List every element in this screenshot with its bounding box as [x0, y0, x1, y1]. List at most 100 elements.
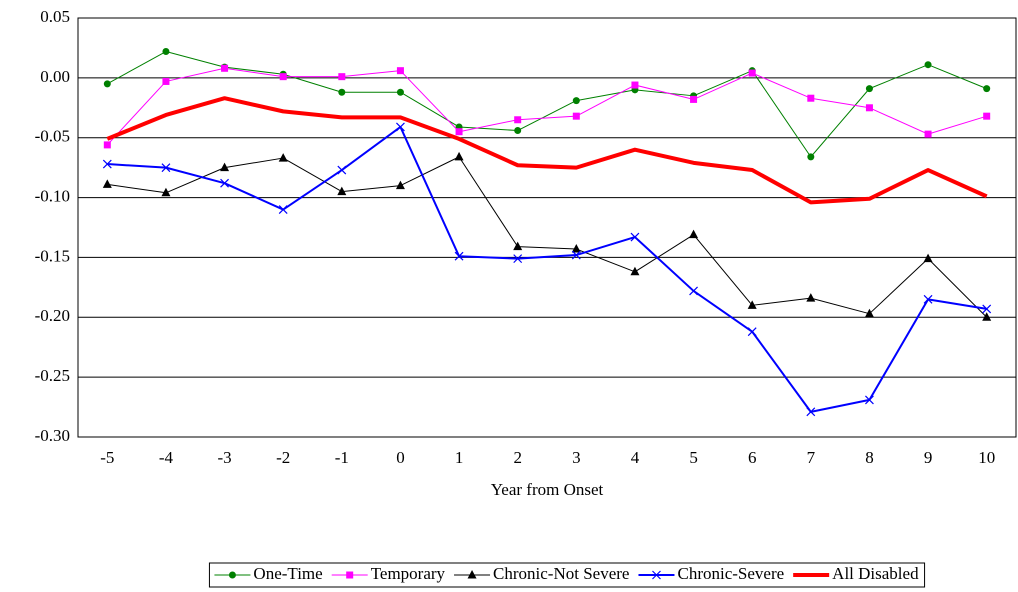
legend-label: Chronic-Severe — [677, 564, 784, 583]
x-tick-label: -1 — [335, 448, 349, 467]
point — [571, 250, 581, 260]
point — [747, 300, 757, 309]
series-line — [107, 125, 987, 413]
point — [513, 241, 523, 251]
x-tick-label: 7 — [807, 448, 816, 467]
point — [924, 61, 932, 69]
point — [572, 97, 580, 105]
point — [103, 80, 111, 88]
point — [395, 180, 405, 190]
y-tick-label: 0.00 — [40, 67, 70, 86]
legend-marker — [228, 571, 236, 579]
point — [103, 141, 111, 149]
point — [689, 286, 698, 296]
point — [337, 186, 347, 196]
point — [983, 85, 991, 93]
point — [338, 73, 346, 81]
x-tick-label: 2 — [513, 448, 522, 467]
point — [747, 327, 757, 337]
point — [454, 151, 464, 161]
point — [455, 128, 463, 136]
x-tick-label: 3 — [572, 448, 581, 467]
point — [396, 88, 404, 96]
x-tick-label: 6 — [748, 448, 757, 467]
series-line — [107, 51, 987, 158]
point — [630, 232, 640, 242]
point — [278, 153, 288, 162]
point — [279, 73, 287, 81]
point — [396, 122, 405, 132]
point — [806, 293, 816, 302]
point — [865, 104, 873, 112]
y-tick-label: 0.05 — [40, 7, 70, 26]
point — [983, 112, 991, 120]
series-line — [107, 156, 988, 318]
point — [630, 266, 640, 276]
x-tick-label: -2 — [276, 448, 290, 467]
legend-item: Chronic-Not Severe — [454, 564, 629, 583]
x-tick-label: 4 — [631, 448, 640, 467]
point — [161, 187, 171, 197]
legend-label: One-Time — [253, 564, 322, 583]
y-tick-label: -0.05 — [35, 127, 70, 146]
point — [161, 163, 171, 173]
legend-item: Temporary — [331, 564, 446, 583]
point — [514, 116, 522, 124]
series-line — [106, 67, 987, 146]
point — [220, 162, 230, 172]
x-tick-label: 10 — [978, 448, 995, 467]
series-line — [106, 96, 988, 205]
legend-item: All Disabled — [793, 564, 919, 583]
legend-marker — [467, 570, 477, 579]
point — [571, 244, 581, 253]
point — [631, 81, 639, 89]
x-tick-label: -3 — [217, 448, 231, 467]
legend-item: Chronic-Severe — [638, 564, 784, 583]
point — [221, 64, 229, 72]
x-axis-label: Year from Onset — [491, 480, 604, 499]
point — [278, 205, 288, 214]
legend-label: Temporary — [371, 564, 446, 583]
point — [220, 178, 229, 188]
x-tick-label: 5 — [689, 448, 698, 467]
x-tick-label: 8 — [865, 448, 874, 467]
point — [690, 95, 698, 103]
point — [102, 179, 112, 188]
point — [513, 254, 523, 264]
point — [923, 253, 933, 263]
legend-label: All Disabled — [832, 564, 919, 583]
x-tick-label: 0 — [396, 448, 405, 467]
point — [454, 251, 464, 261]
point — [865, 85, 873, 93]
point — [982, 304, 992, 314]
y-tick-label: -0.20 — [35, 306, 70, 325]
point — [982, 312, 992, 321]
legend-marker — [652, 570, 661, 580]
point — [102, 159, 112, 169]
point — [162, 77, 170, 85]
point — [748, 69, 756, 77]
point — [807, 153, 815, 161]
point — [162, 48, 170, 56]
x-tick-label: -5 — [100, 448, 114, 467]
point — [572, 112, 580, 120]
point — [338, 88, 346, 96]
point — [514, 127, 522, 135]
y-tick-label: -0.15 — [35, 246, 70, 265]
point — [923, 294, 933, 304]
point — [337, 165, 347, 175]
y-tick-label: -0.25 — [35, 366, 70, 385]
legend: One-Time Temporary Chronic-Not Severe Chron… — [208, 562, 926, 588]
point — [865, 395, 874, 405]
point — [689, 229, 699, 239]
plot-frame — [77, 17, 1017, 438]
point — [396, 67, 404, 75]
legend-item: One-Time — [214, 564, 323, 583]
x-tick-label: -4 — [159, 448, 174, 467]
legend-marker — [346, 571, 354, 579]
point — [807, 94, 815, 102]
point — [806, 407, 816, 417]
legend-label: Chronic-Not Severe — [493, 564, 629, 583]
y-tick-label: -0.30 — [35, 426, 70, 445]
